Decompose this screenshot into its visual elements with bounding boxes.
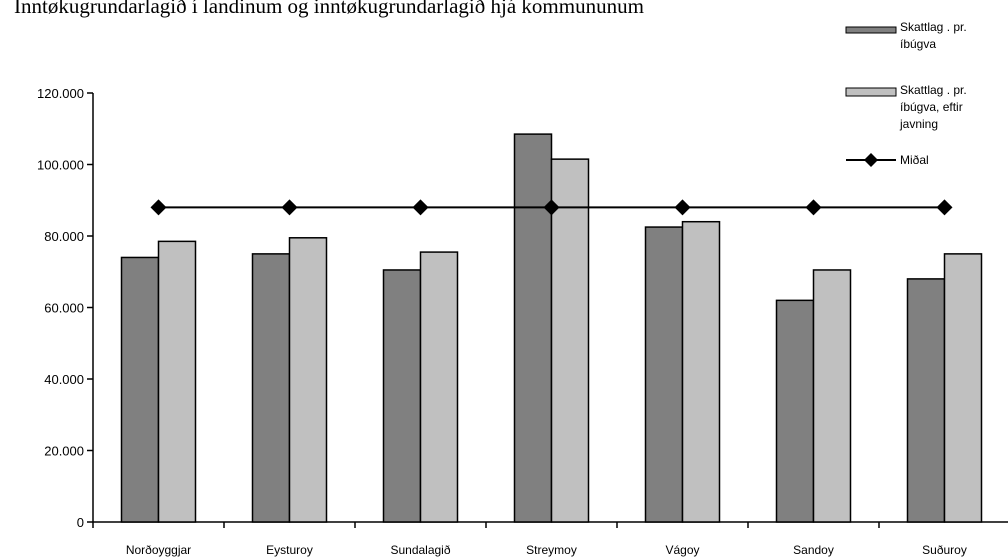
x-tick-label: Vágoy bbox=[665, 543, 699, 557]
bar-skattlag bbox=[775, 299, 815, 523]
y-tick-label: 20.000 bbox=[44, 444, 84, 459]
chart-title: Inntøkugrundarlagið í landinum og inntøk… bbox=[14, 0, 644, 18]
y-tick-label: 120.000 bbox=[37, 86, 84, 101]
bar-skattlag bbox=[644, 226, 684, 523]
legend: Skattlag . pr. íbúgva Skattlag . pr. íbúgva… bbox=[845, 20, 967, 167]
bar-skattlag bbox=[382, 269, 422, 523]
bar-skattlag-eftir-javning bbox=[419, 251, 459, 523]
chart-axes: 0 20.000 40.000 60.000 80.000 100.000 120.000 N… bbox=[37, 86, 1008, 557]
legend-swatch-eftir-javning bbox=[845, 87, 897, 97]
bar-skattlag-eftir-javning bbox=[681, 220, 721, 523]
legend-label-skattlag: Skattlag . pr. íbúgva bbox=[900, 20, 967, 51]
bar-skattlag-eftir-javning bbox=[550, 158, 590, 523]
y-tick-label: 40.000 bbox=[44, 372, 84, 387]
x-tick-label: Norðoyggjar bbox=[126, 543, 191, 557]
y-tick-label: 60.000 bbox=[44, 301, 84, 316]
average-marker bbox=[936, 199, 953, 216]
average-marker bbox=[412, 199, 429, 216]
bar-skattlag-eftir-javning bbox=[288, 237, 328, 523]
bar-skattlag-eftir-javning bbox=[943, 253, 983, 523]
average-marker bbox=[543, 199, 560, 216]
bar-skattlag bbox=[251, 253, 291, 523]
legend-label-midal: Miðal bbox=[900, 153, 929, 167]
x-tick-label: Eysturoy bbox=[266, 543, 313, 557]
bar-skattlag-eftir-javning bbox=[157, 240, 197, 523]
average-marker bbox=[281, 199, 298, 216]
bar-skattlag bbox=[906, 278, 946, 523]
y-tick-label: 80.000 bbox=[44, 229, 84, 244]
x-tick-label: Streymoy bbox=[526, 543, 577, 557]
x-tick-label: Suðuroy bbox=[922, 543, 967, 557]
y-tick-label: 100.000 bbox=[37, 158, 84, 173]
average-marker bbox=[150, 199, 167, 216]
x-tick-label: Sundalagið bbox=[390, 543, 450, 557]
bar-group bbox=[120, 133, 983, 523]
average-marker bbox=[805, 199, 822, 216]
average-line-group bbox=[150, 199, 953, 216]
bar-skattlag-eftir-javning bbox=[812, 269, 852, 523]
bar-skattlag bbox=[513, 133, 553, 523]
legend-label-eftir-javning: Skattlag . pr. íbúgva, eftir javning bbox=[899, 83, 967, 131]
x-tick-label: Sandoy bbox=[793, 543, 834, 557]
legend-marker-midal bbox=[864, 153, 878, 167]
y-tick-label: 0 bbox=[77, 515, 84, 530]
average-marker bbox=[674, 199, 691, 216]
bar-skattlag bbox=[120, 256, 160, 523]
legend-swatch-skattlag bbox=[845, 26, 897, 34]
